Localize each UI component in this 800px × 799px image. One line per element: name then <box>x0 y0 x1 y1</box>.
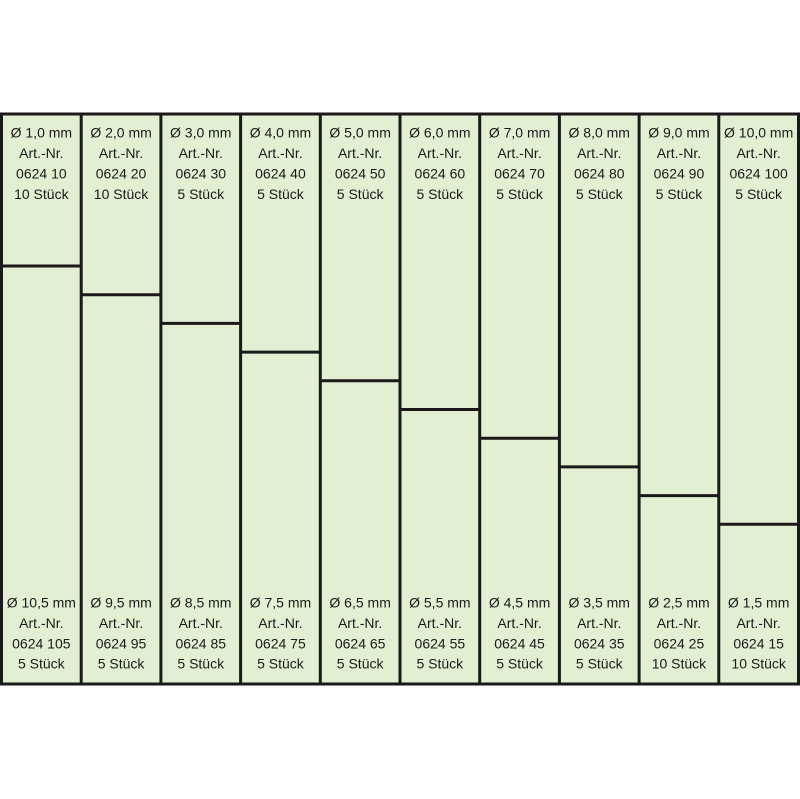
bottom-label: 0624 95 <box>96 635 147 651</box>
top-label: Ø 4,0 mm <box>250 125 311 141</box>
bottom-label: Art.-Nr. <box>179 615 223 631</box>
bottom-label: 0624 25 <box>654 635 705 651</box>
top-label: 0624 100 <box>729 166 788 182</box>
top-label: 5 Stück <box>656 186 704 202</box>
bottom-label: 5 Stück <box>177 656 225 672</box>
top-label: Art.-Nr. <box>736 145 780 161</box>
top-label: 0624 90 <box>654 166 705 182</box>
top-label: Ø 6,0 mm <box>409 125 470 141</box>
bottom-label: Ø 7,5 mm <box>250 595 311 611</box>
top-label: Art.-Nr. <box>258 145 302 161</box>
top-label: 0624 30 <box>175 166 226 182</box>
bottom-label: 0624 65 <box>335 635 386 651</box>
top-label: 5 Stück <box>735 186 783 202</box>
bottom-label: Ø 8,5 mm <box>170 595 231 611</box>
bottom-label: Ø 4,5 mm <box>489 595 550 611</box>
bottom-label: Art.-Nr. <box>577 615 621 631</box>
bottom-label: Art.-Nr. <box>19 615 63 631</box>
bottom-label: 0624 15 <box>733 635 784 651</box>
bottom-label: Art.-Nr. <box>418 615 462 631</box>
bottom-label: Ø 1,5 mm <box>728 595 789 611</box>
top-label: Ø 10,0 mm <box>724 125 793 141</box>
bottom-label: 0624 35 <box>574 635 625 651</box>
bottom-label: Ø 6,5 mm <box>329 595 390 611</box>
top-label: 5 Stück <box>496 186 544 202</box>
bottom-label: 5 Stück <box>337 656 385 672</box>
bottom-label: Ø 10,5 mm <box>7 595 76 611</box>
bottom-label: 10 Stück <box>652 656 707 672</box>
top-label: Art.-Nr. <box>577 145 621 161</box>
bottom-label: 5 Stück <box>257 656 305 672</box>
bottom-label: 5 Stück <box>576 656 624 672</box>
top-label: 0624 20 <box>96 166 147 182</box>
top-label: 5 Stück <box>257 186 305 202</box>
top-label: Ø 2,0 mm <box>90 125 151 141</box>
bottom-label: 0624 45 <box>494 635 545 651</box>
top-label: 5 Stück <box>416 186 464 202</box>
top-label: Art.-Nr. <box>179 145 223 161</box>
top-label: Ø 1,0 mm <box>11 125 72 141</box>
top-label: 0624 50 <box>335 166 386 182</box>
top-label: 0624 60 <box>415 166 466 182</box>
bottom-label: Ø 5,5 mm <box>409 595 470 611</box>
bottom-label: 10 Stück <box>731 656 786 672</box>
bottom-label: Art.-Nr. <box>657 615 701 631</box>
top-label: Art.-Nr. <box>338 145 382 161</box>
bottom-label: Ø 2,5 mm <box>648 595 709 611</box>
top-label: 5 Stück <box>337 186 385 202</box>
top-label: Ø 7,0 mm <box>489 125 550 141</box>
top-label: Art.-Nr. <box>418 145 462 161</box>
top-label: 5 Stück <box>177 186 225 202</box>
bottom-label: 5 Stück <box>98 656 146 672</box>
top-label: Art.-Nr. <box>657 145 701 161</box>
top-label: Art.-Nr. <box>19 145 63 161</box>
bottom-label: Ø 9,5 mm <box>90 595 151 611</box>
top-label: Ø 3,0 mm <box>170 125 231 141</box>
top-label: Art.-Nr. <box>99 145 143 161</box>
top-label: Art.-Nr. <box>497 145 541 161</box>
bottom-label: 5 Stück <box>416 656 464 672</box>
top-label: 0624 70 <box>494 166 545 182</box>
bottom-label: 0624 105 <box>12 635 71 651</box>
top-label: Ø 8,0 mm <box>569 125 630 141</box>
bottom-label: Art.-Nr. <box>99 615 143 631</box>
top-label: 10 Stück <box>94 186 149 202</box>
top-label: 0624 40 <box>255 166 306 182</box>
bottom-label: 0624 75 <box>255 635 306 651</box>
bottom-label: 5 Stück <box>18 656 66 672</box>
top-label: 10 Stück <box>14 186 69 202</box>
bottom-label: Art.-Nr. <box>736 615 780 631</box>
top-label: 5 Stück <box>576 186 624 202</box>
top-label: 0624 80 <box>574 166 625 182</box>
top-label: Ø 5,0 mm <box>329 125 390 141</box>
bottom-label: Art.-Nr. <box>338 615 382 631</box>
bottom-label: Art.-Nr. <box>497 615 541 631</box>
top-label: Ø 9,0 mm <box>648 125 709 141</box>
bottom-label: 5 Stück <box>496 656 544 672</box>
bottom-label: 0624 85 <box>175 635 226 651</box>
bottom-label: 0624 55 <box>415 635 466 651</box>
bottom-label: Ø 3,5 mm <box>569 595 630 611</box>
bottom-label: Art.-Nr. <box>258 615 302 631</box>
top-label: 0624 10 <box>16 166 67 182</box>
